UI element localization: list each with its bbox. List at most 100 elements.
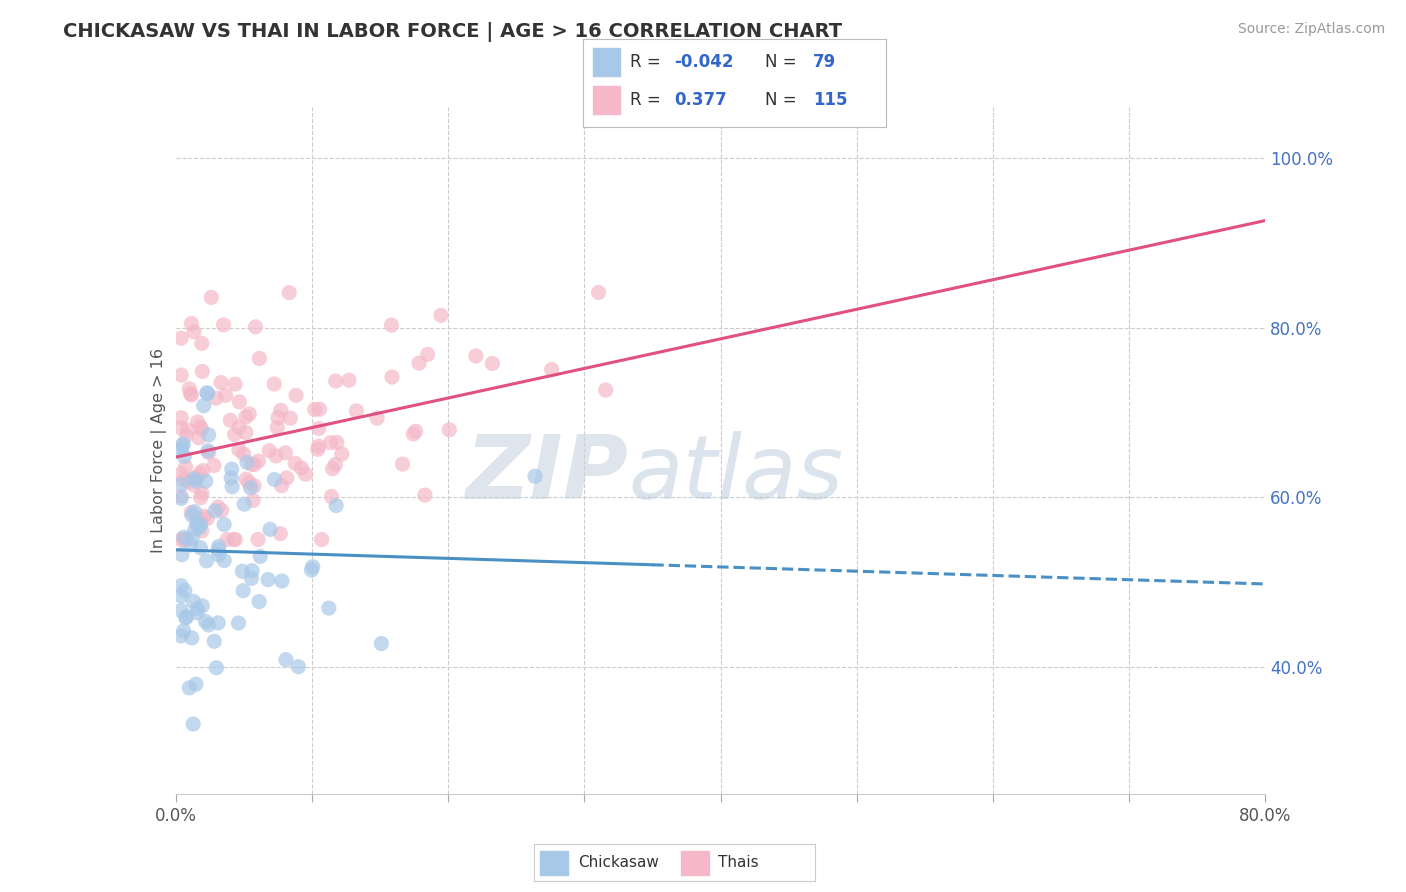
Point bbox=[194, 615, 217, 629]
Point bbox=[170, 579, 193, 593]
Text: -0.042: -0.042 bbox=[675, 53, 734, 71]
Point bbox=[191, 364, 214, 378]
Point bbox=[202, 458, 225, 473]
Point bbox=[263, 473, 285, 487]
Point bbox=[319, 435, 342, 450]
Point bbox=[224, 533, 246, 547]
Point bbox=[274, 446, 297, 460]
Point bbox=[264, 449, 287, 463]
Point bbox=[173, 533, 195, 547]
Point bbox=[184, 677, 207, 691]
Point bbox=[224, 427, 246, 442]
Text: R =: R = bbox=[630, 92, 661, 110]
Point bbox=[186, 516, 208, 530]
Point bbox=[193, 399, 215, 413]
Point bbox=[240, 458, 263, 472]
Point bbox=[195, 511, 218, 525]
Point bbox=[197, 428, 219, 442]
Point bbox=[191, 599, 214, 613]
Point bbox=[325, 374, 347, 388]
Point bbox=[176, 533, 198, 547]
Point bbox=[173, 450, 195, 464]
Point bbox=[183, 325, 205, 339]
Point bbox=[242, 493, 264, 508]
Point bbox=[232, 447, 254, 461]
Point bbox=[211, 503, 233, 517]
Point bbox=[205, 661, 228, 675]
Point bbox=[270, 478, 292, 492]
Point bbox=[322, 461, 344, 475]
Point bbox=[200, 290, 222, 304]
Point bbox=[236, 455, 259, 469]
Point bbox=[184, 470, 207, 484]
Point bbox=[240, 564, 263, 578]
Point bbox=[235, 425, 257, 440]
Text: atlas: atlas bbox=[628, 432, 842, 517]
Point bbox=[278, 285, 301, 300]
Point bbox=[238, 475, 260, 490]
Point bbox=[308, 402, 330, 417]
Point bbox=[240, 571, 263, 585]
Point bbox=[257, 443, 280, 458]
Point bbox=[173, 583, 195, 598]
Point bbox=[170, 548, 193, 562]
Point bbox=[188, 419, 211, 434]
Point bbox=[170, 421, 193, 435]
Point bbox=[337, 373, 360, 387]
Point bbox=[208, 540, 231, 554]
Point bbox=[195, 554, 218, 568]
Point bbox=[170, 533, 193, 547]
Point bbox=[180, 317, 202, 331]
Point bbox=[243, 458, 266, 472]
Point bbox=[224, 377, 246, 392]
Point bbox=[170, 443, 193, 458]
Text: 0.377: 0.377 bbox=[675, 92, 727, 110]
Point bbox=[595, 383, 617, 397]
Point bbox=[186, 474, 208, 488]
Point bbox=[238, 407, 260, 421]
Point bbox=[181, 717, 204, 731]
Text: Thais: Thais bbox=[718, 855, 759, 870]
Point bbox=[207, 542, 229, 557]
Point bbox=[187, 415, 209, 429]
Point bbox=[439, 423, 461, 437]
Point bbox=[190, 491, 212, 505]
Point bbox=[245, 319, 267, 334]
Point bbox=[191, 464, 214, 478]
Point bbox=[366, 411, 388, 425]
Point bbox=[170, 629, 193, 643]
Point bbox=[267, 410, 290, 425]
Text: Chickasaw: Chickasaw bbox=[578, 855, 659, 870]
Point bbox=[301, 559, 323, 574]
Point bbox=[183, 505, 205, 519]
Point bbox=[221, 462, 243, 476]
Point bbox=[183, 478, 205, 492]
Point bbox=[172, 437, 194, 451]
Point bbox=[174, 609, 197, 624]
Point bbox=[221, 480, 243, 494]
Point bbox=[294, 467, 316, 482]
Point bbox=[170, 491, 193, 506]
Point bbox=[235, 409, 257, 424]
Point bbox=[318, 601, 340, 615]
Text: Source: ZipAtlas.com: Source: ZipAtlas.com bbox=[1237, 22, 1385, 37]
Point bbox=[172, 439, 194, 453]
Point bbox=[180, 631, 202, 645]
Point bbox=[174, 459, 197, 474]
Point bbox=[202, 634, 225, 648]
Point bbox=[177, 475, 200, 489]
Point bbox=[180, 538, 202, 552]
Point bbox=[212, 517, 235, 532]
Point bbox=[304, 402, 326, 417]
Point bbox=[212, 318, 235, 332]
Point bbox=[190, 517, 212, 532]
Point bbox=[299, 563, 322, 577]
Point bbox=[276, 471, 298, 485]
Point bbox=[524, 469, 547, 483]
Point bbox=[540, 362, 562, 376]
Bar bbox=[592, 87, 620, 114]
Point bbox=[228, 420, 250, 434]
Point bbox=[311, 533, 333, 547]
Point bbox=[197, 445, 219, 459]
Point bbox=[231, 564, 253, 578]
